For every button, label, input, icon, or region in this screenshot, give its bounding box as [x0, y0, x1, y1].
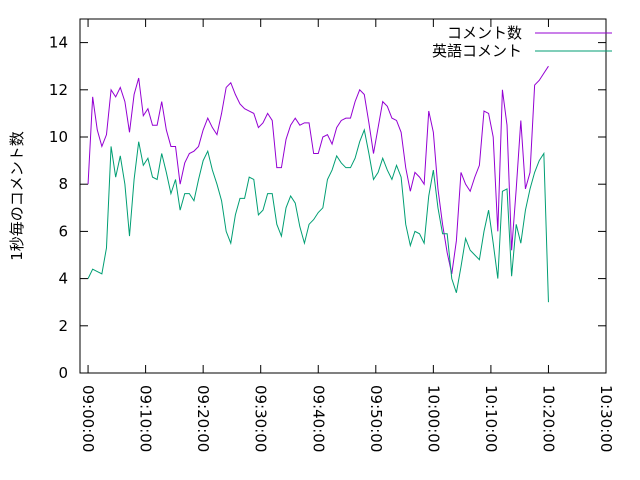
y-tick-label: 0 — [58, 364, 68, 382]
series-line — [87, 65, 549, 274]
legend-label: 英語コメント — [432, 42, 522, 60]
x-tick-label: 10:00:00 — [424, 385, 442, 452]
x-tick-label: 10:10:00 — [482, 385, 500, 452]
x-tick-label: 10:30:00 — [597, 385, 615, 452]
plot-border — [79, 18, 607, 374]
x-tick-label: 09:00:00 — [79, 385, 97, 452]
x-tick-label: 09:50:00 — [367, 385, 385, 452]
x-tick-label: 09:30:00 — [252, 385, 270, 452]
y-tick-label: 8 — [58, 175, 68, 193]
y-tick-label: 2 — [58, 317, 68, 335]
y-tick-label: 12 — [49, 81, 68, 99]
y-tick-label: 4 — [58, 270, 68, 288]
y-tick-label: 6 — [58, 222, 68, 240]
y-tick-label: 14 — [49, 34, 68, 52]
x-tick-label: 09:20:00 — [194, 385, 212, 452]
legend-label: コメント数 — [447, 24, 522, 42]
y-axis-label: 1秒毎のコメント数 — [8, 131, 26, 261]
x-tick-label: 10:20:00 — [539, 385, 557, 452]
y-tick-label: 10 — [49, 128, 68, 146]
x-tick-label: 09:40:00 — [309, 385, 327, 452]
x-tick-label: 09:10:00 — [137, 385, 155, 452]
series-line — [87, 128, 549, 303]
